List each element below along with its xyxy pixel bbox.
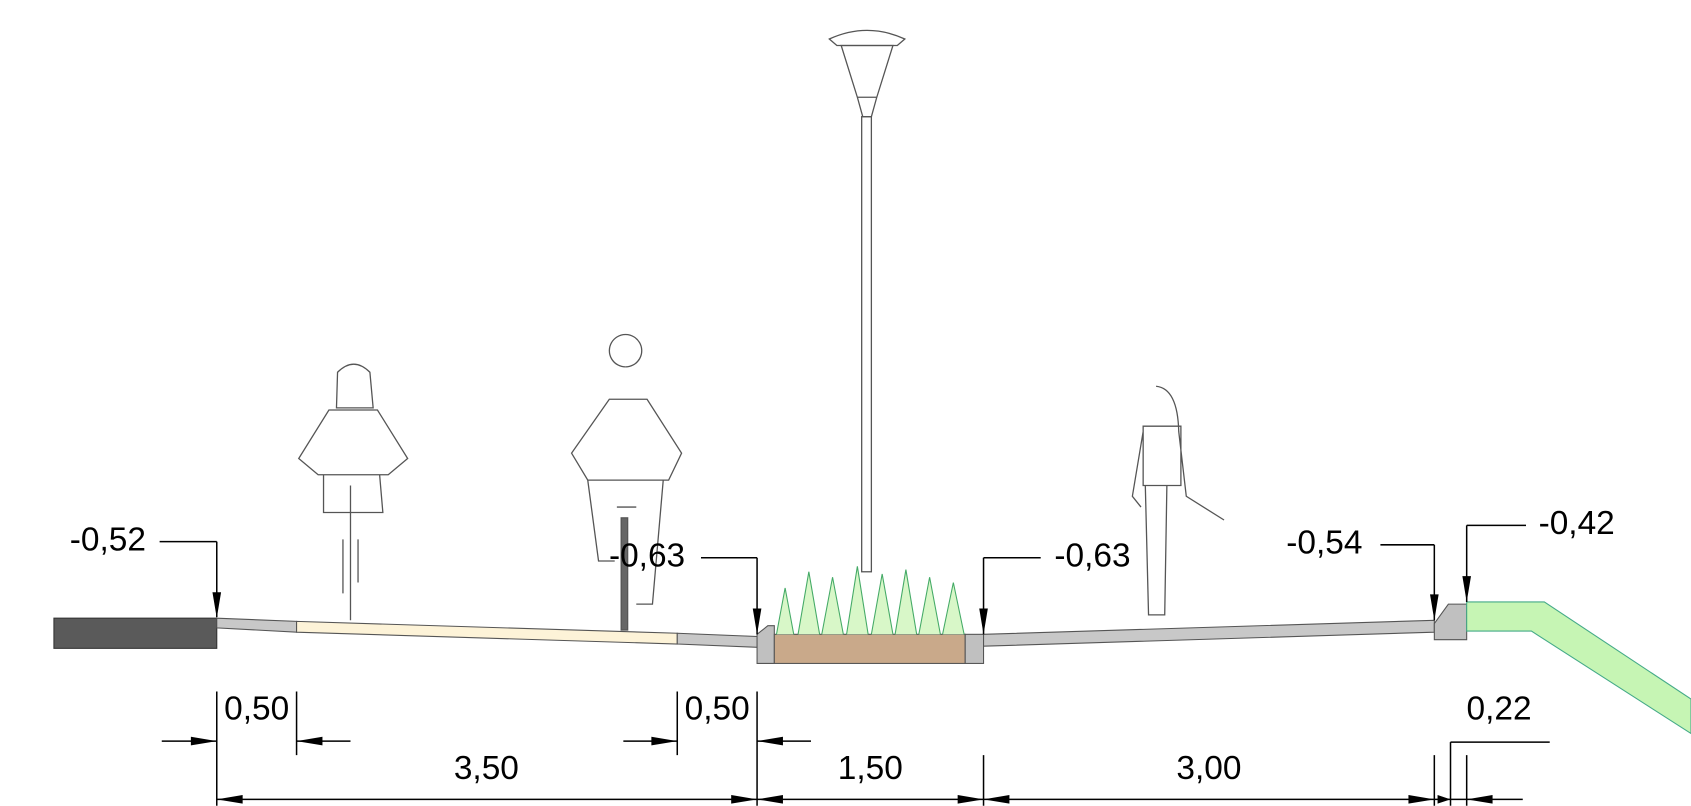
strip [216,617,298,633]
grass [775,566,965,635]
curb [1433,603,1468,641]
dimension-lines [161,740,1550,801]
lamp-hat [828,29,907,47]
width-label: 1,50 [838,750,903,787]
bike [620,517,629,631]
width-label: 0,50 [685,691,750,728]
lamp-head [840,44,894,118]
dimension-arrows [190,736,1493,804]
pavement [53,601,1691,735]
width-label: 3,00 [1176,750,1241,787]
curb [756,625,775,664]
level-label: -0,42 [1539,505,1615,542]
lamp-pole [861,116,873,573]
width-label: 3,50 [454,750,519,787]
level-label: -0,63 [1054,538,1130,575]
people [297,333,1225,631]
green-slope [1466,601,1691,735]
width-label: 0,50 [224,691,289,728]
width-label: 0,22 [1467,691,1532,728]
asphalt [53,617,218,649]
cyclist-man [570,333,683,605]
level-label: -0,63 [609,538,685,575]
level-leaders [159,524,1526,635]
level-label: -0,52 [70,521,146,558]
dimensions [159,524,1550,806]
strip [676,632,758,648]
lamp [828,29,907,573]
pedestrian [1131,385,1225,616]
cyclist-woman [297,363,409,621]
plants [775,566,965,635]
arrows [190,576,1493,804]
sidewalk [983,619,1435,647]
planter [773,633,966,664]
extension-lines [216,691,1468,806]
curb [964,633,985,664]
level-label: -0,54 [1286,525,1362,562]
bike-lane [296,620,678,645]
